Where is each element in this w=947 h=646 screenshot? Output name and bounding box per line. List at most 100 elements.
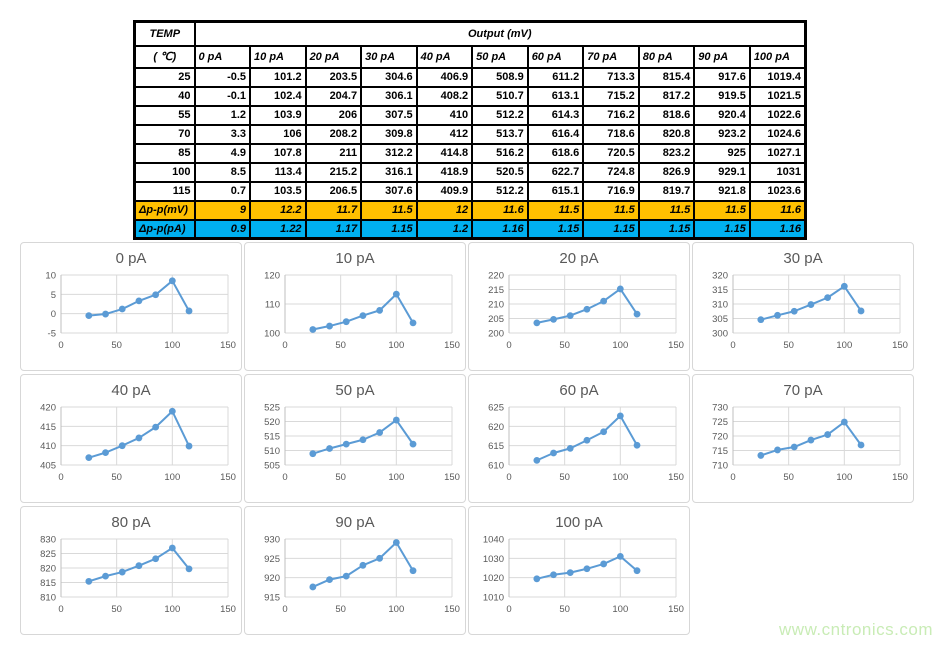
value-cell: 3.3	[193, 123, 252, 145]
value-cell: 520.5	[471, 161, 529, 183]
chart-card-10-pa: 10 pA 100 110 120 0 50 100 150	[244, 242, 466, 371]
value-cell: 307.5	[360, 104, 418, 126]
data-point	[616, 412, 624, 420]
y-tick-label: 405	[40, 461, 56, 472]
x-tick-label: 150	[892, 340, 908, 351]
x-tick-label: 100	[836, 340, 852, 351]
chart-card-0-pa: 0 pA -5 0 5 10 0 50 100 150	[20, 242, 242, 371]
data-point	[102, 310, 109, 318]
temp-cell: 85	[133, 142, 196, 164]
delta-mv-row-value: 9	[193, 199, 252, 221]
value-cell: 508.9	[471, 66, 529, 88]
data-point	[633, 310, 641, 318]
data-point	[857, 441, 865, 449]
data-point	[533, 456, 541, 464]
value-cell: 309.8	[360, 123, 418, 145]
y-tick-label: 310	[712, 300, 728, 311]
value-cell: 1019.4	[748, 66, 807, 88]
delta-pa-row: Δp-p(pA) 0.9 1.22 1.17 1.15 1.2 1.16 1.15 1.15 1.…	[133, 218, 807, 240]
value-cell: 215.2	[304, 161, 363, 183]
delta-pa-row-value: 1.16	[471, 218, 529, 240]
value-cell: 613.1	[526, 85, 585, 107]
value-cell: 715.2	[582, 85, 640, 107]
data-point	[185, 307, 193, 315]
y-tick-label: 820	[40, 564, 56, 575]
value-cell: 616.4	[526, 123, 585, 145]
chart-title-0-pa: 0 pA	[115, 250, 147, 267]
value-cell: 103.9	[249, 104, 307, 126]
data-point	[326, 576, 333, 583]
x-tick-label: 50	[335, 604, 346, 615]
value-cell: 306.1	[360, 85, 418, 107]
chart-card-50-pa: 50 pA 505 510 515 520 525 0 50 100 150	[244, 374, 466, 503]
y-tick-label: 825	[40, 549, 56, 560]
value-cell: 1027.1	[748, 142, 807, 164]
value-cell: 823.2	[637, 142, 696, 164]
data-point	[342, 572, 350, 580]
data-point	[790, 443, 798, 451]
column-header-100-pa: 100 pA	[748, 44, 807, 69]
y-tick-label: 520	[264, 417, 280, 428]
value-cell: 815.4	[637, 66, 696, 88]
chart-title-100-pa: 100 pA	[555, 514, 603, 531]
y-tick-label: 725	[712, 417, 728, 428]
y-tick-label: 610	[488, 461, 504, 472]
data-point	[409, 319, 417, 327]
data-point	[102, 449, 109, 457]
table-row-temp-25: 25 -0.5 101.2 203.5 304.6 406.9 508.9 611.2 713.…	[133, 66, 807, 88]
delta-pa-row-value: 1.15	[526, 218, 585, 240]
delta-mv-row-value: 12.2	[249, 199, 307, 221]
x-tick-label: 0	[506, 340, 511, 351]
output-header-cell: Output (mV)	[193, 20, 807, 47]
value-cell: 919.5	[693, 85, 751, 107]
chart-card-20-pa: 20 pA 200 205 210 215 220 0 50 100 150	[468, 242, 690, 371]
data-point	[168, 544, 176, 552]
value-cell: 204.7	[304, 85, 363, 107]
data-point	[807, 301, 815, 308]
data-point	[409, 440, 417, 448]
value-cell: 826.9	[637, 161, 696, 183]
x-tick-label: 50	[335, 472, 346, 483]
data-point	[118, 568, 126, 576]
y-tick-label: 420	[40, 403, 56, 414]
x-tick-label: 50	[783, 472, 794, 483]
chart-card-30-pa: 30 pA 300 305 310 315 320 0 50 100 150	[692, 242, 914, 371]
data-point	[168, 277, 176, 285]
y-tick-label: 915	[264, 593, 280, 604]
value-cell: 929.1	[693, 161, 751, 183]
value-cell: 622.7	[526, 161, 585, 183]
value-cell: 618.6	[526, 142, 585, 164]
data-point	[309, 583, 317, 591]
data-point	[135, 297, 143, 305]
data-point	[790, 307, 798, 315]
y-tick-label: 1020	[483, 573, 504, 584]
temp-cell: 70	[133, 123, 196, 145]
delta-pa-row-label: Δp-p(pA)	[133, 218, 196, 240]
table-header-row-2: ( ℃) 0 pA 10 pA 20 pA 30 pA 40 pA 50 pA 60 pA 7…	[133, 44, 807, 69]
value-cell: 107.8	[249, 142, 307, 164]
data-point	[118, 442, 126, 450]
data-point	[376, 306, 384, 314]
value-cell: 917.6	[693, 66, 751, 88]
delta-pa-row-value: 1.16	[748, 218, 807, 240]
x-tick-label: 50	[559, 604, 570, 615]
data-point	[152, 555, 160, 563]
delta-mv-row-value: 11.5	[637, 199, 696, 221]
y-tick-label: 110	[265, 300, 280, 311]
y-tick-label: 215	[488, 285, 504, 296]
y-tick-label: 100	[264, 329, 280, 340]
x-tick-label: 0	[282, 604, 287, 615]
value-cell: 1031	[748, 161, 807, 183]
output-table-wrap: TEMP Output (mV) ( ℃) 0 pA 10 pA 20 pA 30 p…	[133, 20, 807, 240]
x-tick-label: 150	[220, 472, 236, 483]
value-cell: 716.2	[582, 104, 640, 126]
x-tick-label: 0	[730, 472, 735, 483]
column-header-30-pa: 30 pA	[360, 44, 418, 69]
column-header-70-pa: 70 pA	[582, 44, 640, 69]
y-tick-label: 1030	[483, 554, 504, 565]
data-point	[824, 294, 832, 302]
column-header-80-pa: 80 pA	[637, 44, 696, 69]
value-cell: 611.2	[526, 66, 585, 88]
y-tick-label: 1040	[483, 535, 504, 546]
